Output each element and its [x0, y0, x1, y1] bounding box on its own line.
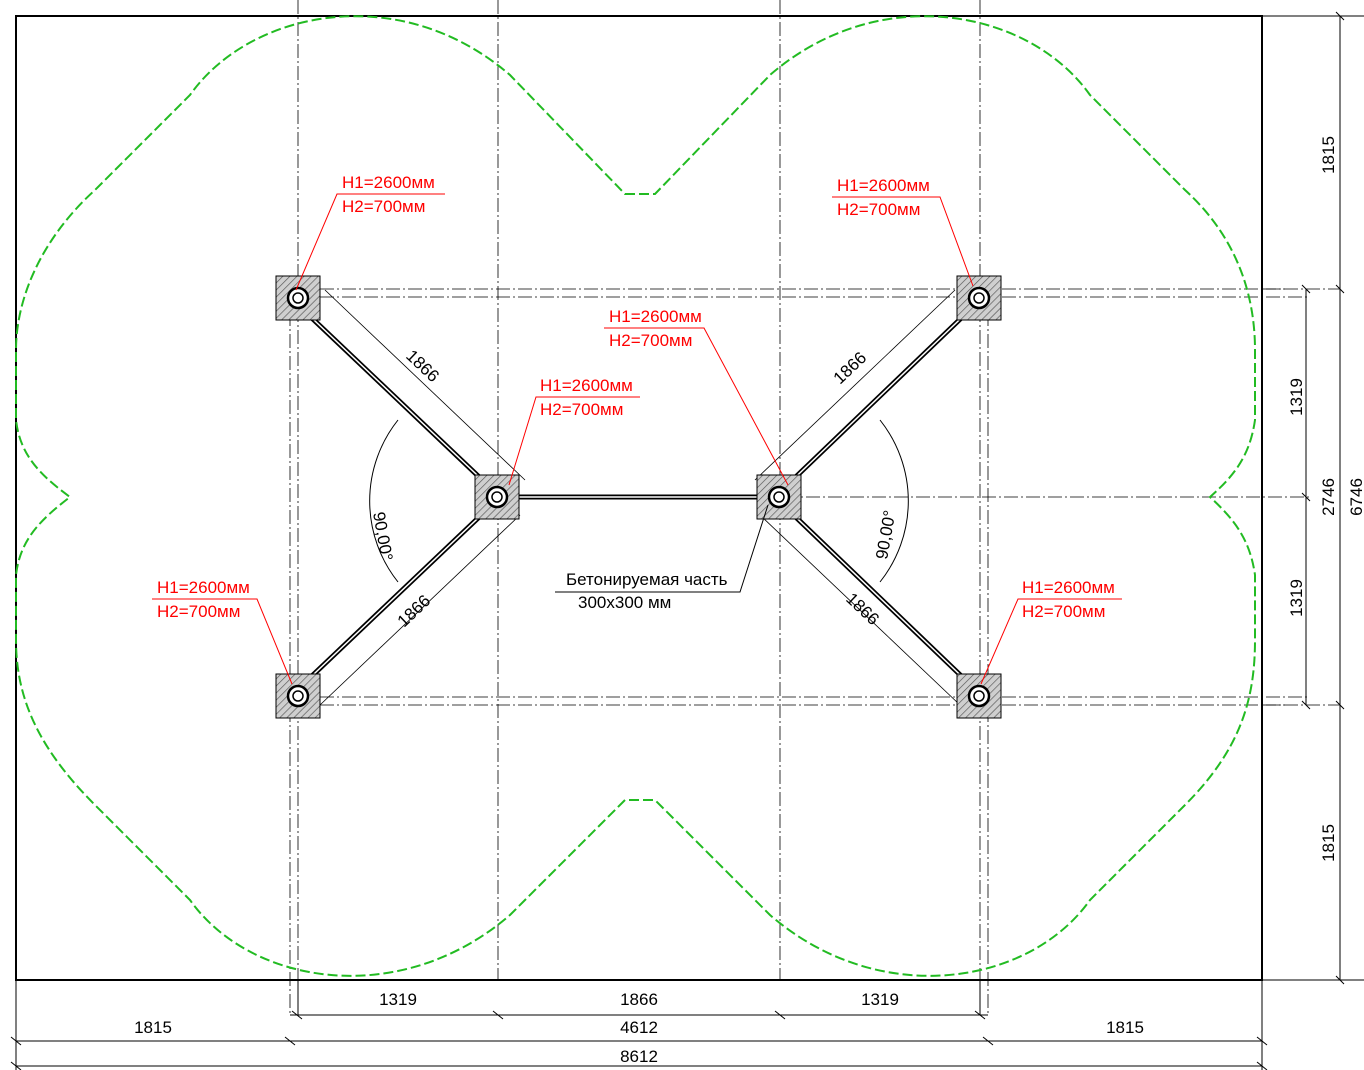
right-dimension-labels: 1815 1319 2746 1319 1815 6746 — [1287, 136, 1364, 862]
callout-h1: H1=2600мм — [837, 176, 930, 195]
dim-bottom-middle: 1815 — [1106, 1018, 1144, 1037]
callout-center-left: H1=2600мм H2=700мм — [540, 376, 633, 419]
post-bottom-right — [967, 684, 991, 708]
callout-h1: H1=2600мм — [1022, 578, 1115, 597]
post-top-left — [286, 286, 310, 310]
bottom-dimensions — [10, 980, 1268, 1070]
callout-h1: H1=2600мм — [609, 307, 702, 326]
beam-top-left — [293, 300, 497, 494]
concrete-note-line2: 300x300 мм — [578, 593, 671, 612]
dim-right-outer: 1815 — [1319, 824, 1338, 862]
dim-bottom-total: 8612 — [620, 1047, 658, 1066]
dim-bottom-middle: 1815 — [134, 1018, 172, 1037]
dim-right-total: 6746 — [1347, 478, 1364, 516]
posts — [286, 286, 991, 708]
callout-center-right: H1=2600мм H2=700мм — [609, 307, 702, 350]
dim-right-inner: 1319 — [1287, 378, 1306, 416]
post-center-right — [767, 485, 791, 509]
angle-label: 90,00° — [872, 509, 899, 561]
beams — [293, 300, 980, 694]
axis-lines — [289, 0, 1340, 1015]
beam-bottom-right — [778, 500, 980, 694]
callout-h2: H2=700мм — [342, 197, 425, 216]
beam-dimension-lines — [319, 289, 961, 706]
callout-h1: H1=2600мм — [157, 578, 250, 597]
dim-bottom-inner: 1319 — [379, 990, 417, 1009]
beam-length-label: 1866 — [394, 591, 435, 631]
dim-right-inner: 1319 — [1287, 579, 1306, 617]
callout-h2: H2=700мм — [609, 331, 692, 350]
angle-label: 90,00° — [369, 510, 396, 562]
post-center-left — [485, 485, 509, 509]
safety-zone-outline — [15, 15, 1256, 977]
dim-bottom-middle: 4612 — [620, 1018, 658, 1037]
callout-h2: H2=700мм — [837, 200, 920, 219]
dim-right-middle-total: 2746 — [1319, 478, 1338, 516]
dim-bottom-inner: 1866 — [620, 990, 658, 1009]
callout-top-left: H1=2600мм H2=700мм — [342, 173, 435, 216]
callout-leaders — [152, 193, 1122, 685]
callout-h1: H1=2600мм — [540, 376, 633, 395]
beam-bottom-left — [293, 500, 497, 694]
site-boundary — [15, 15, 1263, 981]
callout-bottom-left: H1=2600мм H2=700мм — [157, 578, 250, 621]
beam-length-label: 1866 — [402, 346, 443, 386]
beam-length-label: 1866 — [830, 348, 871, 388]
concrete-note-line1: Бетонируемая часть — [566, 570, 728, 589]
concrete-note: Бетонируемая часть 300x300 мм — [555, 504, 769, 612]
callout-h1: H1=2600мм — [342, 173, 435, 192]
callout-top-right: H1=2600мм H2=700мм — [837, 176, 930, 219]
dim-bottom-inner: 1319 — [861, 990, 899, 1009]
callout-h2: H2=700мм — [1022, 602, 1105, 621]
callout-bottom-right: H1=2600мм H2=700мм — [1022, 578, 1115, 621]
callout-h2: H2=700мм — [540, 400, 623, 419]
dim-right-outer: 1815 — [1319, 136, 1338, 174]
beam-top-right — [778, 300, 980, 494]
post-top-right — [967, 286, 991, 310]
right-dimensions — [1262, 11, 1364, 985]
angle-arcs — [369, 419, 909, 583]
post-bottom-left — [286, 684, 310, 708]
bottom-dimension-labels: 1319 1866 1319 1815 4612 1815 8612 — [134, 990, 1144, 1066]
callout-h2: H2=700мм — [157, 602, 240, 621]
